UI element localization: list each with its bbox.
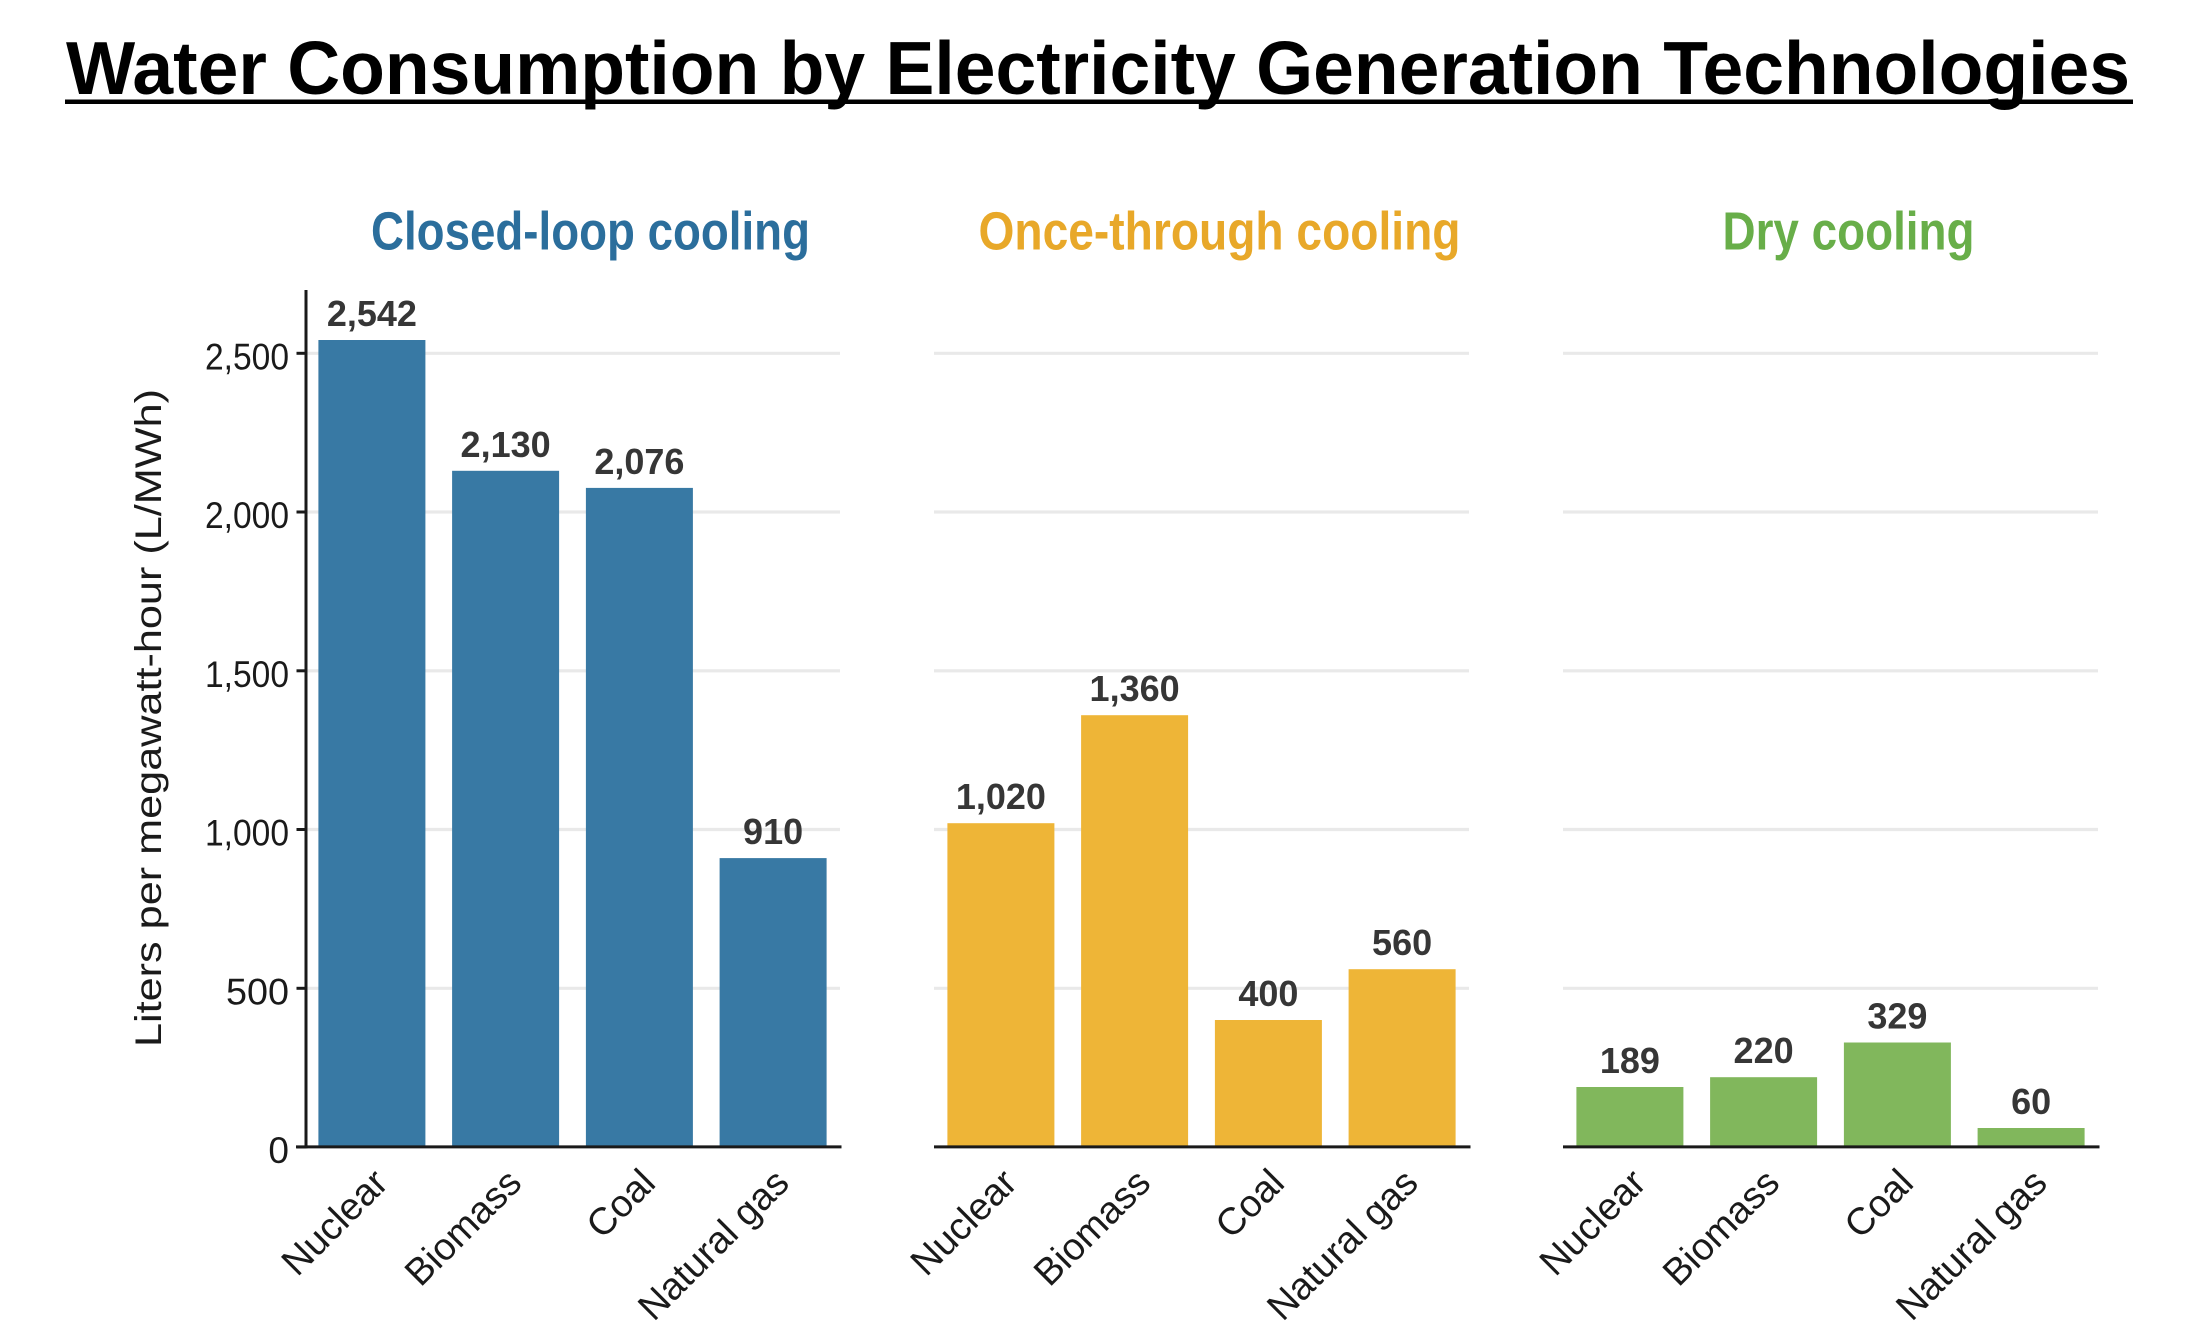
svg-text:329: 329: [1867, 996, 1927, 1037]
svg-text:1,360: 1,360: [1090, 668, 1180, 709]
svg-text:560: 560: [1372, 922, 1432, 963]
svg-text:2,500: 2,500: [205, 336, 289, 377]
svg-text:0: 0: [268, 1130, 289, 1171]
svg-text:Closed-loop cooling: Closed-loop cooling: [371, 202, 810, 262]
svg-text:60: 60: [2011, 1081, 2051, 1122]
svg-text:1,020: 1,020: [956, 776, 1046, 817]
svg-text:189: 189: [1600, 1040, 1660, 1081]
svg-text:Once-through cooling: Once-through cooling: [979, 202, 1461, 262]
svg-text:910: 910: [743, 811, 803, 852]
svg-text:Liters per megawatt-hour (L/MW: Liters per megawatt-hour (L/MWh): [128, 389, 169, 1047]
svg-text:400: 400: [1238, 973, 1298, 1014]
svg-text:220: 220: [1734, 1030, 1794, 1071]
svg-text:500: 500: [226, 971, 289, 1012]
svg-text:Dry cooling: Dry cooling: [1723, 202, 1975, 262]
svg-text:2,000: 2,000: [205, 495, 289, 536]
svg-text:1,500: 1,500: [205, 654, 289, 695]
svg-text:2,542: 2,542: [327, 293, 417, 334]
svg-text:2,130: 2,130: [461, 424, 551, 465]
svg-text:1,000: 1,000: [205, 813, 289, 854]
svg-text:2,076: 2,076: [594, 441, 684, 482]
svg-text:Water Consumption by Electrici: Water Consumption by Electricity Generat…: [66, 26, 2130, 110]
